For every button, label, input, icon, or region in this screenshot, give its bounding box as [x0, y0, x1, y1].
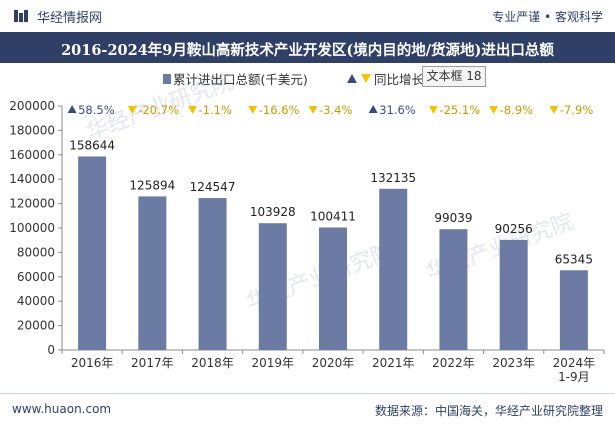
growth-down-marker	[308, 106, 318, 114]
bar	[559, 270, 588, 350]
bar-value-label: 65345	[555, 252, 593, 266]
growth-label: -20.7%	[138, 103, 179, 117]
growth-label: 31.6%	[379, 103, 416, 117]
bar	[439, 229, 468, 350]
footer-website[interactable]: www.huaon.com	[12, 402, 112, 416]
y-tick-label: 80000	[17, 245, 55, 259]
slogan: 专业严谨 • 客观科学	[492, 10, 603, 24]
top-bar: 华经情报网 专业严谨 • 客观科学	[0, 0, 615, 32]
bar-value-label: 99039	[434, 211, 472, 225]
bar-value-label: 158644	[69, 138, 115, 152]
growth-label: -16.6%	[259, 103, 300, 117]
logo-icon	[14, 10, 28, 22]
logo-text: 华经情报网	[37, 11, 103, 26]
y-tick-label: 60000	[17, 270, 55, 284]
y-tick-label: 200000	[9, 99, 55, 113]
y-tick-label: 100000	[9, 221, 55, 235]
y-tick-label: 180000	[9, 123, 55, 137]
growth-label: -1.1%	[199, 103, 232, 117]
legend-label-growth: 同比增长	[374, 72, 425, 87]
y-tick-label: 40000	[17, 294, 55, 308]
y-tick-label: 120000	[9, 197, 55, 211]
x-tick-label: 2017年	[131, 356, 174, 370]
bar	[138, 196, 167, 350]
bar-value-label: 103928	[250, 205, 296, 219]
legend-label-bar: 累计进出口总额(千美元)	[173, 72, 308, 87]
growth-up-marker	[368, 105, 378, 113]
x-tick-label: 1-9月	[558, 370, 590, 384]
growth-down-marker	[489, 106, 499, 114]
chart-title: 2016-2024年9月鞍山高新技术产业开发区(境内目的地/货源地)进出口总额	[61, 42, 554, 59]
growth-down-marker	[188, 106, 198, 114]
growth-label: -3.4%	[319, 103, 352, 117]
growth-up-marker	[67, 105, 77, 113]
x-tick-label: 2021年	[372, 356, 415, 370]
bar-value-label: 100411	[310, 209, 356, 223]
legend-up-marker	[347, 74, 357, 83]
y-tick-label: 0	[47, 343, 55, 357]
x-tick-label: 2023年	[492, 356, 535, 370]
growth-label: -8.9%	[500, 103, 533, 117]
x-tick-label: 2019年	[252, 356, 295, 370]
bar	[499, 239, 528, 350]
x-tick-label: 2016年	[71, 356, 114, 370]
legend-down-marker	[361, 74, 371, 83]
bar-value-label: 90256	[495, 222, 533, 236]
bar	[78, 156, 107, 350]
legend-swatch-bar	[163, 74, 171, 84]
growth-down-marker	[248, 106, 258, 114]
textbox-tooltip: 文本框 18	[422, 66, 486, 87]
bar-value-label: 124547	[190, 180, 236, 194]
bar-value-label: 125894	[129, 178, 175, 192]
title-bar	[0, 32, 615, 63]
y-tick-label: 160000	[9, 148, 55, 162]
growth-label: 58.5%	[78, 103, 115, 117]
bar	[379, 188, 408, 350]
bar-value-label: 132135	[370, 171, 416, 185]
growth-down-marker	[428, 106, 438, 114]
x-tick-label: 2024年	[553, 356, 596, 370]
footer-divider	[0, 393, 615, 394]
y-tick-label: 20000	[17, 319, 55, 333]
bar	[319, 227, 347, 350]
bar	[258, 223, 287, 350]
y-tick-label: 140000	[9, 172, 55, 186]
growth-label: -25.1%	[439, 103, 480, 117]
x-tick-label: 2018年	[191, 356, 234, 370]
growth-label: -7.9%	[560, 103, 593, 117]
bar	[198, 198, 227, 350]
growth-down-marker	[549, 106, 559, 114]
footer-source: 数据来源：中国海关，华经产业研究院整理	[374, 404, 603, 418]
x-tick-label: 2020年	[312, 356, 355, 370]
growth-down-marker	[127, 106, 137, 114]
x-tick-label: 2022年	[432, 356, 475, 370]
